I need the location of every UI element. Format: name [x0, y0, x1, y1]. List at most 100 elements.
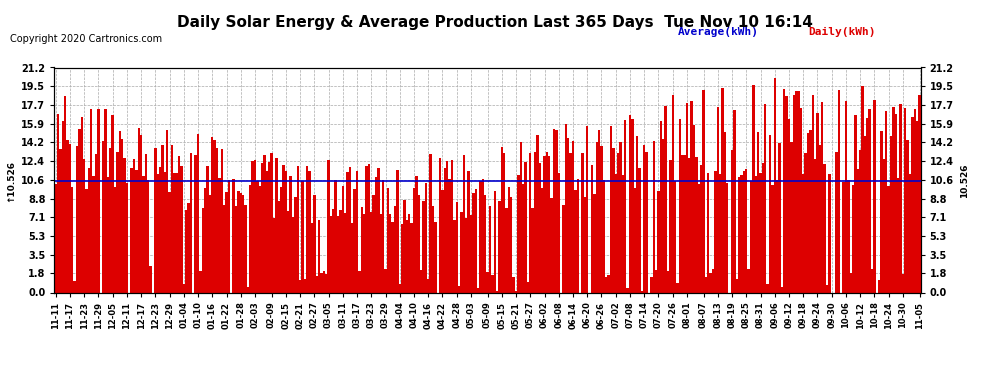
Bar: [907, 140, 909, 292]
Bar: [116, 152, 119, 292]
Bar: [552, 129, 555, 292]
Bar: [698, 184, 700, 292]
Bar: [275, 158, 277, 292]
Bar: [180, 166, 182, 292]
Bar: [467, 171, 470, 292]
Bar: [491, 275, 493, 292]
Bar: [432, 206, 435, 292]
Bar: [498, 201, 501, 292]
Bar: [838, 90, 840, 292]
Bar: [909, 174, 911, 292]
Bar: [836, 152, 838, 292]
Bar: [97, 109, 100, 292]
Bar: [482, 179, 484, 292]
Bar: [666, 271, 669, 292]
Bar: [634, 189, 636, 292]
Bar: [861, 86, 863, 292]
Bar: [92, 176, 95, 292]
Bar: [460, 212, 462, 292]
Bar: [899, 104, 902, 292]
Bar: [508, 187, 510, 292]
Bar: [847, 180, 849, 292]
Bar: [683, 155, 686, 292]
Bar: [693, 125, 695, 292]
Bar: [204, 188, 206, 292]
Bar: [342, 186, 344, 292]
Bar: [657, 191, 659, 292]
Bar: [615, 174, 617, 292]
Bar: [688, 158, 690, 292]
Bar: [520, 142, 522, 292]
Bar: [534, 152, 537, 292]
Bar: [411, 223, 413, 292]
Bar: [261, 163, 263, 292]
Bar: [493, 190, 496, 292]
Bar: [408, 214, 411, 292]
Bar: [439, 158, 442, 292]
Bar: [817, 114, 819, 292]
Bar: [503, 153, 505, 292]
Bar: [572, 141, 574, 292]
Bar: [285, 171, 287, 292]
Bar: [593, 194, 596, 292]
Bar: [61, 121, 64, 292]
Bar: [761, 163, 764, 292]
Bar: [427, 279, 430, 292]
Bar: [263, 155, 265, 292]
Bar: [238, 191, 240, 292]
Bar: [458, 285, 460, 292]
Bar: [584, 197, 586, 292]
Bar: [569, 153, 572, 292]
Bar: [742, 171, 745, 292]
Bar: [335, 180, 337, 292]
Bar: [145, 153, 147, 292]
Bar: [418, 195, 420, 292]
Bar: [541, 188, 544, 292]
Bar: [306, 166, 309, 292]
Bar: [662, 139, 664, 292]
Bar: [674, 181, 676, 292]
Bar: [197, 134, 199, 292]
Bar: [722, 88, 724, 292]
Bar: [175, 173, 178, 292]
Bar: [636, 136, 639, 292]
Bar: [273, 218, 275, 292]
Bar: [328, 160, 330, 292]
Bar: [474, 189, 477, 292]
Bar: [372, 195, 375, 292]
Bar: [617, 153, 620, 292]
Bar: [738, 177, 741, 292]
Bar: [824, 164, 826, 292]
Bar: [332, 209, 335, 292]
Bar: [759, 173, 761, 292]
Bar: [377, 168, 379, 292]
Bar: [66, 140, 68, 292]
Bar: [586, 126, 588, 292]
Bar: [311, 223, 313, 292]
Bar: [425, 183, 427, 292]
Bar: [851, 185, 854, 292]
Bar: [522, 184, 525, 292]
Bar: [842, 182, 844, 292]
Bar: [282, 165, 285, 292]
Bar: [892, 107, 895, 292]
Bar: [863, 136, 866, 292]
Bar: [102, 141, 104, 292]
Bar: [161, 145, 163, 292]
Bar: [444, 168, 446, 292]
Bar: [323, 271, 325, 292]
Bar: [360, 207, 363, 292]
Bar: [819, 145, 821, 292]
Bar: [902, 274, 904, 292]
Bar: [124, 158, 126, 292]
Bar: [612, 148, 615, 292]
Bar: [216, 148, 218, 292]
Bar: [287, 211, 289, 292]
Bar: [442, 190, 444, 292]
Bar: [313, 195, 316, 292]
Bar: [916, 121, 919, 292]
Bar: [849, 273, 851, 292]
Bar: [226, 192, 228, 292]
Bar: [221, 150, 223, 292]
Bar: [289, 176, 292, 292]
